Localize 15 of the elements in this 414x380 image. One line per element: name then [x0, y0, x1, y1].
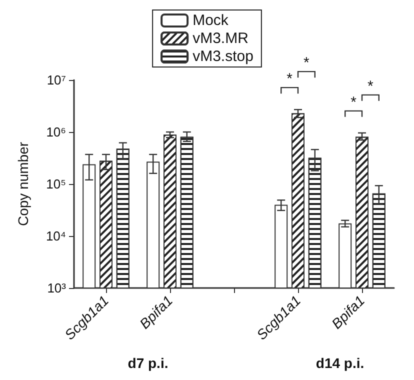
- y-tick-label: 10⁷: [46, 72, 66, 88]
- y-tick-label: 10⁶: [46, 124, 66, 140]
- legend-label: vM3.stop: [192, 48, 254, 65]
- y-axis-title: Copy number: [15, 142, 31, 226]
- text: d14 p.i.: [316, 355, 364, 371]
- legend-label: vM3.MR: [192, 30, 249, 47]
- y-tick-label: 10³: [47, 280, 67, 296]
- y-tick-label: 10⁵: [46, 176, 66, 192]
- annotation: *: [286, 70, 293, 88]
- text: *: [304, 54, 310, 72]
- y-tick-label: 10⁴: [46, 228, 66, 244]
- annotation: *: [368, 78, 374, 95]
- legend-label: Mock: [192, 12, 229, 29]
- text: d7 p.i.: [128, 355, 168, 371]
- annotation: *: [350, 94, 357, 111]
